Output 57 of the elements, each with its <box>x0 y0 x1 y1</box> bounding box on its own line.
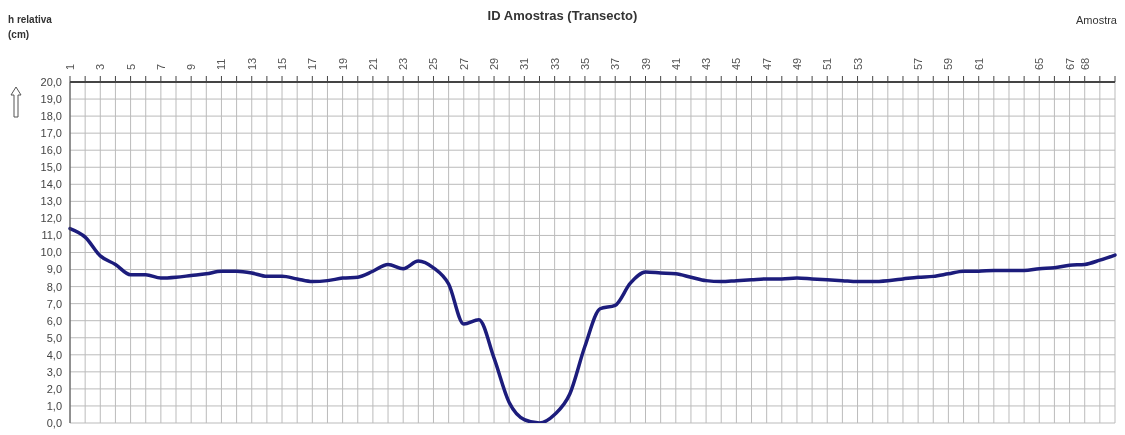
x-tick-label: 11 <box>215 58 228 70</box>
x-tick-label: 27 <box>457 57 470 70</box>
x-tick-label: 5 <box>124 63 137 70</box>
y-tick-label: 17,0 <box>40 127 62 140</box>
x-tick-label: 53 <box>851 57 864 70</box>
y-tick-label: 2,0 <box>46 382 62 395</box>
x-tick-label: 25 <box>427 57 440 70</box>
x-tick-label: 45 <box>730 57 743 70</box>
y-tick-label: 6,0 <box>46 314 62 327</box>
x-tick-label: 13 <box>245 57 258 70</box>
y-tick-label: 0,0 <box>46 416 62 429</box>
y-tick-label: 20,0 <box>40 75 62 88</box>
x-tick-label: 41 <box>669 57 682 70</box>
x-tick-label: 33 <box>548 57 561 70</box>
y-tick-label: 8,0 <box>46 280 62 293</box>
x-tick-label: 23 <box>397 57 410 70</box>
y-tick-label: 7,0 <box>46 297 62 310</box>
x-tick-label: 59 <box>942 57 955 70</box>
x-tick-label: 39 <box>639 57 652 70</box>
x-tick-label: 7 <box>154 63 167 70</box>
y-tick-label: 18,0 <box>40 110 62 122</box>
y-tick-label: 9,0 <box>46 263 62 276</box>
x-tick-label: 49 <box>790 57 803 70</box>
x-tick-label: 37 <box>609 57 622 70</box>
y-tick-label: 11,0 <box>41 229 62 242</box>
x-tick-label: 61 <box>972 57 985 70</box>
x-tick-label: 1 <box>64 63 76 70</box>
x-tick-label: 15 <box>276 57 289 70</box>
x-tick-label: 65 <box>1033 57 1046 70</box>
y-tick-label: 3,0 <box>46 365 62 378</box>
y-axis-title: h relativa (cm) <box>8 13 53 42</box>
x-tick-label: 31 <box>518 57 531 70</box>
y-tick-label: 19,0 <box>40 92 62 105</box>
y-tick-label: 1,0 <box>46 399 62 412</box>
x-tick-label: 19 <box>336 57 349 70</box>
y-tick-label: 13,0 <box>40 195 62 208</box>
x-tick-label: 3 <box>94 63 107 70</box>
y-tick-label: 14,0 <box>40 178 62 191</box>
y-tick-label: 10,0 <box>40 246 62 259</box>
x-axis-title: Amostra <box>1076 14 1117 26</box>
x-tick-label: 29 <box>488 57 501 70</box>
y-tick-label: 16,0 <box>40 144 62 157</box>
x-tick-label: 51 <box>821 57 834 70</box>
x-tick-label: 43 <box>700 57 713 70</box>
x-tick-label: 57 <box>912 57 925 70</box>
x-tick-label: 17 <box>306 57 319 70</box>
y-tick-label: 4,0 <box>46 348 62 361</box>
x-tick-label: 35 <box>578 57 591 70</box>
y-tick-label: 5,0 <box>46 331 62 344</box>
x-tick-label: 67 <box>1063 57 1076 70</box>
x-tick-label: 47 <box>760 57 773 70</box>
x-tick-label: 21 <box>366 57 379 70</box>
y-tick-label: 12,0 <box>40 212 62 225</box>
x-tick-label: 68 <box>1078 57 1091 70</box>
x-tick-label: 9 <box>185 63 198 70</box>
chart-title: ID Amostras (Transecto) <box>487 8 638 23</box>
y-tick-label: 15,0 <box>40 161 62 174</box>
